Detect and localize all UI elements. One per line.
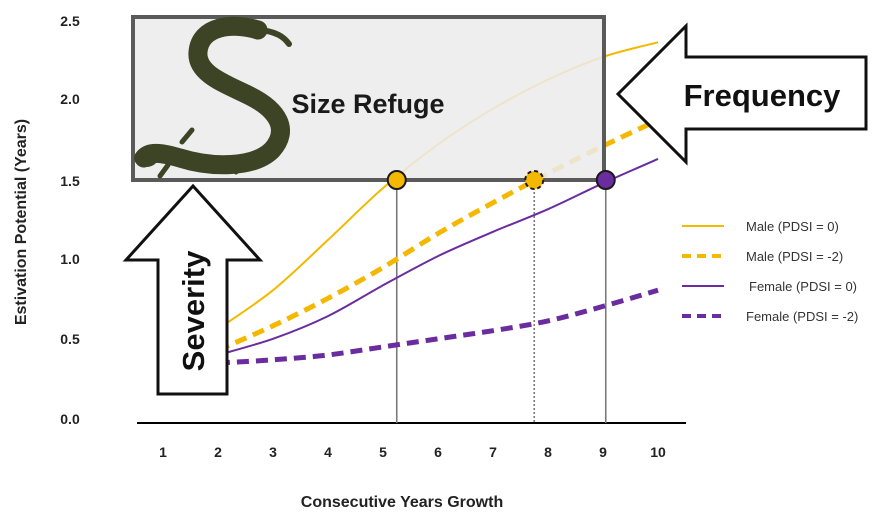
threshold-marker-2 xyxy=(595,170,616,190)
size-refuge-box: Size Refuge xyxy=(131,15,606,182)
series-line-2 xyxy=(217,157,659,356)
y-tick-label: 0.0 xyxy=(60,411,80,427)
threshold-marker-0 xyxy=(386,170,407,190)
legend-label: Female (PDSI = 0) xyxy=(749,279,857,294)
x-tick-label: 6 xyxy=(434,444,442,460)
x-tick-label: 9 xyxy=(599,444,607,460)
x-tick-label: 10 xyxy=(650,444,666,460)
x-tick-label: 8 xyxy=(544,444,552,460)
y-tick-label: 2.5 xyxy=(60,13,80,29)
y-axis-title: Estivation Potential (Years) xyxy=(13,119,30,325)
series-line-1 xyxy=(217,117,660,353)
x-tick-label: 3 xyxy=(269,444,277,460)
legend-label: Male (PDSI = -2) xyxy=(746,249,843,264)
severity-arrow: Severity xyxy=(122,183,264,396)
y-tick-label: 0.5 xyxy=(60,331,80,347)
frequency-label: Frequency xyxy=(684,78,842,113)
frequency-arrow-shape xyxy=(615,22,868,166)
y-tick-labels: 2.5 2.0 1.5 1.0 0.5 0.0 xyxy=(60,13,80,427)
x-tick-label: 7 xyxy=(489,444,497,460)
x-axis-title: Consecutive Years Growth xyxy=(301,494,503,511)
legend: Male (PDSI = 0) Male (PDSI = -2) Female … xyxy=(682,219,858,324)
size-refuge-rect xyxy=(131,15,606,182)
x-tick-label: 5 xyxy=(379,444,387,460)
y-tick-label: 2.0 xyxy=(60,91,80,107)
threshold-marker-1 xyxy=(524,170,545,190)
severity-arrow-shape xyxy=(122,183,264,396)
salamander-image xyxy=(134,16,292,179)
x-tick-label: 1 xyxy=(159,444,167,460)
severity-label: Severity xyxy=(176,250,211,371)
y-tick-label: 1.0 xyxy=(60,251,80,267)
size-refuge-label: Size Refuge xyxy=(291,89,444,119)
threshold-markers xyxy=(386,170,616,190)
x-tick-label: 4 xyxy=(324,444,332,460)
marker-drop-lines xyxy=(395,180,607,423)
legend-label: Female (PDSI = -2) xyxy=(746,309,858,324)
legend-label: Male (PDSI = 0) xyxy=(746,219,839,234)
frequency-arrow: Frequency xyxy=(615,22,868,166)
x-tick-labels: 1 2 3 4 5 6 7 8 9 10 xyxy=(159,444,666,460)
x-tick-label: 2 xyxy=(214,444,222,460)
y-tick-label: 1.5 xyxy=(60,173,80,189)
